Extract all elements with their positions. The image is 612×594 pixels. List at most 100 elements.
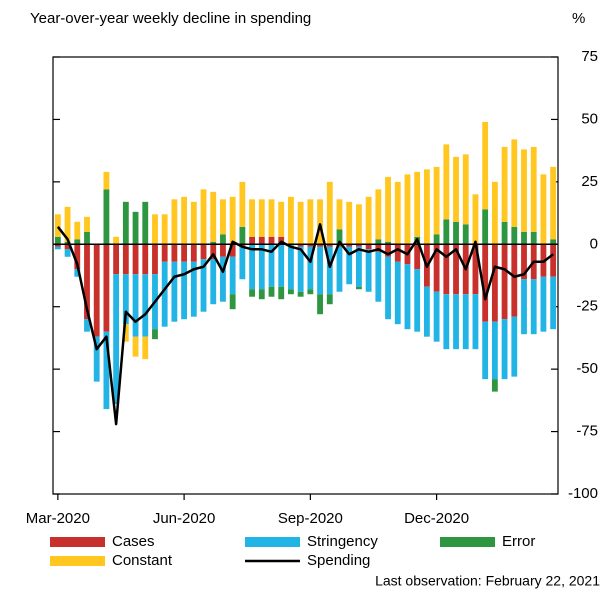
legend-label: Stringency bbox=[307, 533, 378, 550]
legend-label: Constant bbox=[112, 552, 173, 569]
bar-segment bbox=[210, 259, 217, 305]
bar-segment bbox=[161, 244, 168, 262]
bar-segment bbox=[152, 244, 158, 275]
bar-segment bbox=[258, 289, 265, 300]
bar-segment bbox=[540, 174, 547, 245]
bar-segment bbox=[54, 244, 61, 247]
legend-label: Spending bbox=[307, 552, 370, 569]
bar-segment bbox=[491, 321, 498, 380]
bar-segment bbox=[404, 264, 411, 330]
bar-segment bbox=[74, 244, 81, 270]
y-tick-label: -100 bbox=[568, 485, 598, 502]
bar-segment bbox=[394, 261, 401, 325]
x-tick-label: Jun-2020 bbox=[153, 510, 216, 527]
bar-segment bbox=[550, 166, 557, 240]
bar-segment bbox=[550, 276, 557, 330]
bar-segment bbox=[433, 166, 440, 235]
bar-segment bbox=[229, 244, 236, 257]
bar-segment bbox=[326, 181, 333, 245]
y-tick-label: -75 bbox=[576, 423, 598, 440]
bar-segment bbox=[132, 274, 139, 337]
bar-segment bbox=[501, 221, 508, 245]
bar-segment bbox=[171, 199, 178, 245]
bar-segment bbox=[317, 199, 323, 245]
bar-segment bbox=[385, 256, 391, 320]
bar-segment bbox=[278, 244, 285, 287]
y-tick-label: 25 bbox=[581, 173, 598, 190]
bar-segment bbox=[385, 241, 391, 245]
y-unit: % bbox=[572, 10, 585, 27]
y-tick-label: -50 bbox=[576, 360, 598, 377]
bar-segment bbox=[385, 176, 391, 242]
bar-segment bbox=[443, 244, 450, 295]
bar-segment bbox=[297, 291, 304, 297]
bar-segment bbox=[258, 199, 265, 237]
bar-segment bbox=[54, 236, 61, 245]
bar-segment bbox=[521, 231, 527, 245]
bar-segment bbox=[297, 201, 304, 245]
bar-segment bbox=[550, 244, 557, 277]
bar-segment bbox=[122, 324, 129, 342]
bar-segment bbox=[239, 246, 246, 280]
bar-segment bbox=[414, 244, 421, 270]
bar-segment bbox=[74, 221, 81, 240]
bar-segment bbox=[84, 216, 90, 232]
bar-segment bbox=[142, 201, 149, 245]
bar-segment bbox=[249, 236, 255, 245]
bar-segment bbox=[84, 244, 90, 320]
bar-segment bbox=[220, 234, 226, 245]
bar-segment bbox=[307, 246, 314, 290]
bar-segment bbox=[472, 194, 479, 245]
bar-segment bbox=[122, 244, 129, 275]
bar-segment bbox=[521, 244, 527, 280]
bar-segment bbox=[268, 236, 275, 245]
bar-segment bbox=[346, 201, 353, 245]
bar-segment bbox=[356, 244, 362, 247]
bar-segment bbox=[268, 244, 275, 287]
bar-segment bbox=[229, 256, 236, 295]
bar-segment bbox=[394, 181, 401, 245]
bar-segment bbox=[501, 319, 508, 380]
bar-segment bbox=[161, 214, 168, 245]
bar-segment bbox=[394, 244, 401, 262]
bar-segment bbox=[443, 294, 450, 350]
bar-segment bbox=[307, 289, 314, 295]
legend-label: Cases bbox=[112, 533, 155, 550]
bar-segment bbox=[181, 261, 188, 320]
bar-segment bbox=[317, 244, 323, 247]
bar-segment bbox=[64, 241, 71, 245]
bar-segment bbox=[501, 146, 508, 222]
bar-segment bbox=[462, 294, 469, 350]
bar-segment bbox=[443, 144, 450, 220]
bar-segment bbox=[491, 379, 498, 392]
spending-line bbox=[56, 223, 554, 426]
bar-segment bbox=[404, 174, 411, 245]
bar-segment bbox=[152, 214, 158, 245]
bar-segment bbox=[356, 246, 362, 287]
bar-segment bbox=[414, 269, 421, 332]
bar-segment bbox=[171, 261, 178, 322]
bar-segment bbox=[113, 274, 120, 405]
chart-title: Year-over-year weekly decline in spendin… bbox=[30, 10, 311, 27]
bar-segment bbox=[326, 246, 333, 295]
bar-segment bbox=[152, 329, 158, 340]
bar-segment bbox=[132, 336, 139, 357]
x-tick-label: Mar-2020 bbox=[26, 510, 90, 527]
bar-segment bbox=[375, 251, 382, 302]
y-tick-label: 0 bbox=[590, 235, 598, 252]
bar-segment bbox=[93, 336, 100, 382]
bar-segment bbox=[521, 149, 527, 232]
bar-segment bbox=[453, 221, 459, 245]
y-tick-label: 50 bbox=[581, 110, 598, 127]
bar-segment bbox=[103, 189, 110, 245]
bar-segment bbox=[220, 244, 226, 257]
bar-segment bbox=[74, 269, 81, 277]
bar-segment bbox=[511, 244, 518, 317]
bar-segment bbox=[64, 206, 71, 242]
bar-segment bbox=[249, 244, 255, 290]
bar-segment bbox=[142, 244, 149, 275]
bar-segment bbox=[64, 249, 71, 257]
bar-segment bbox=[239, 226, 246, 245]
bar-segment bbox=[375, 239, 382, 245]
